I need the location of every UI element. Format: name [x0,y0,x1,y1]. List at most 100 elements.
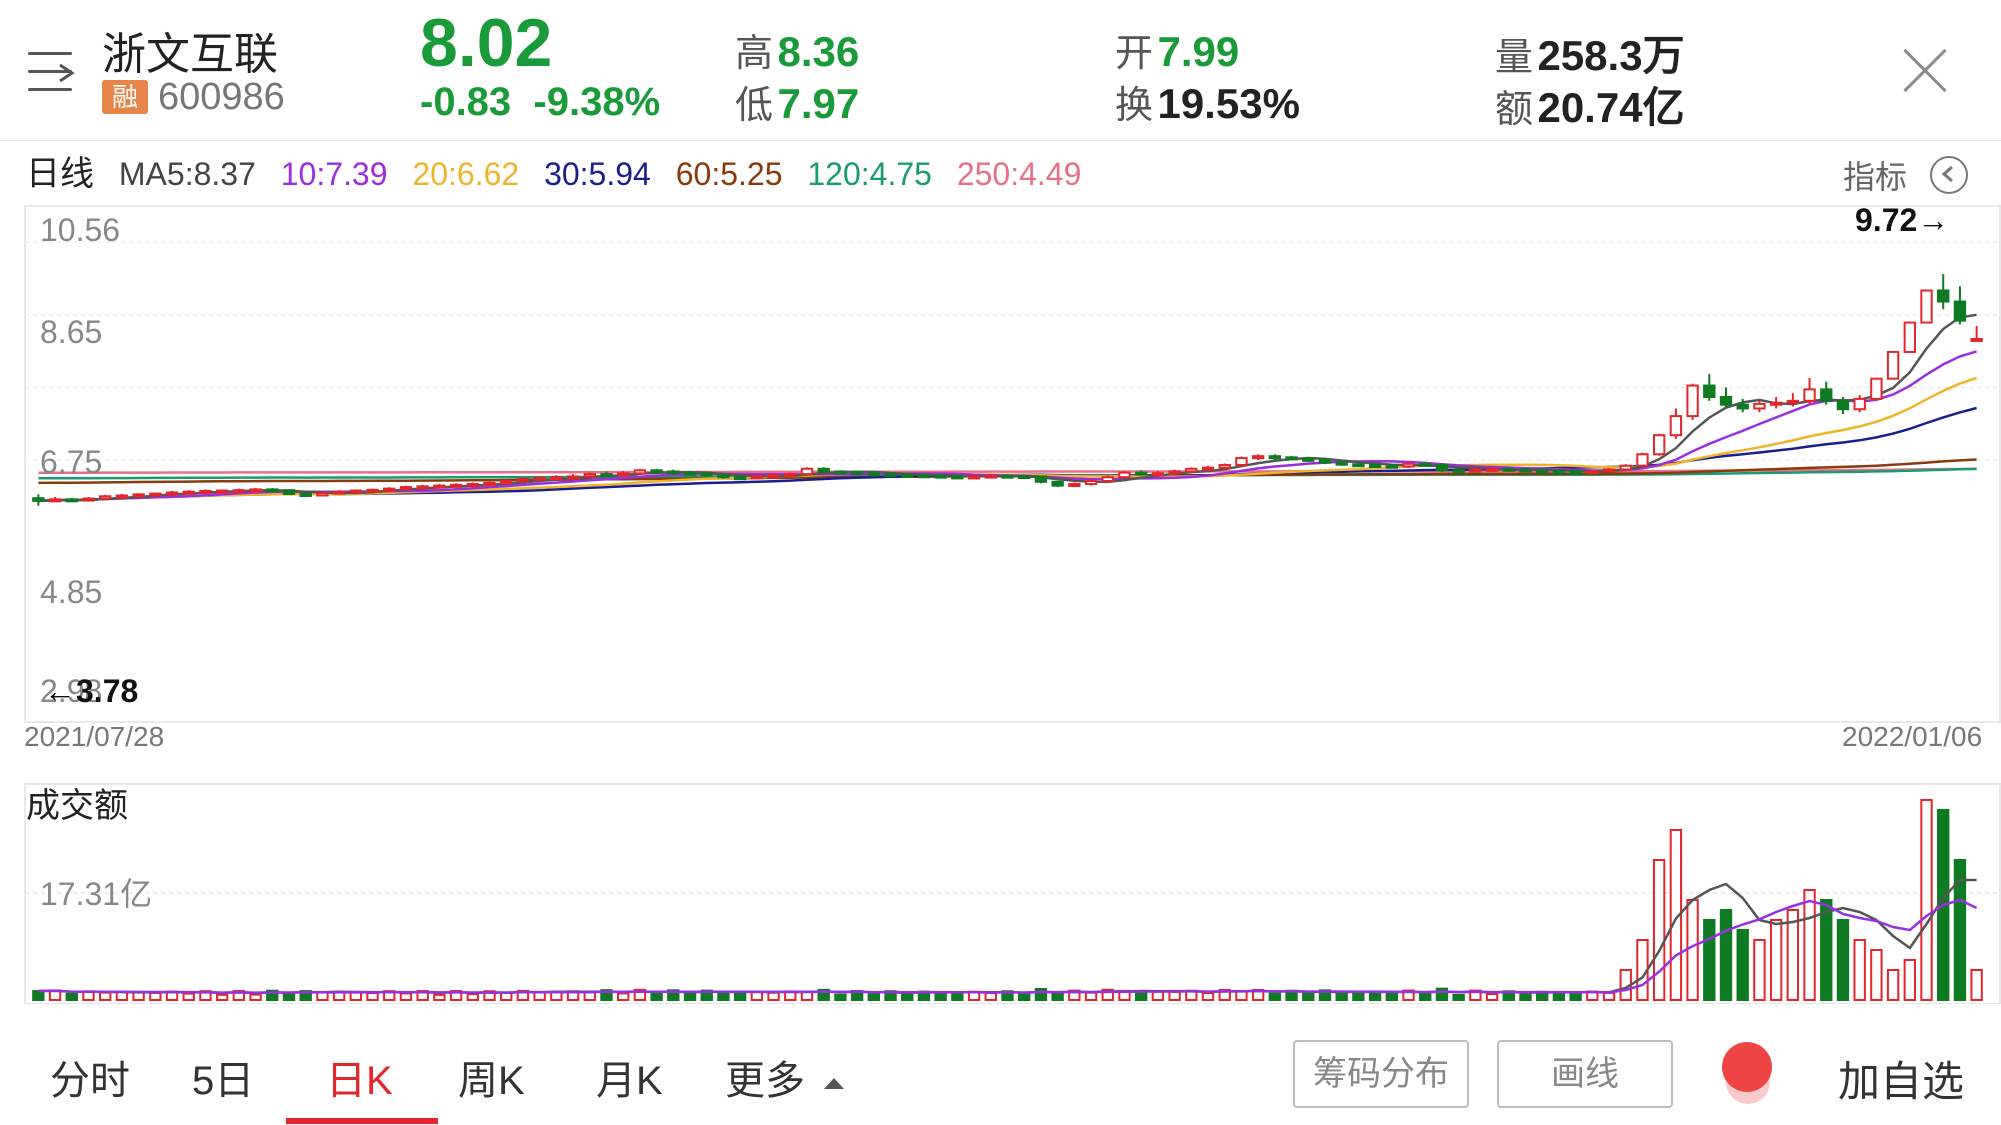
ma5-value: MA5:8.37 [118,156,256,192]
start-date: 2021/07/28 [24,721,164,752]
volume-bar [1218,988,1231,1002]
volume-bar [1485,993,1499,1001]
chip-distribution-button[interactable]: 筹码分布 [1293,1040,1469,1108]
candle-body [984,474,997,479]
tab-day-k[interactable]: 日K [326,1059,393,1103]
volume-bar [1419,992,1432,1002]
y-tick-4: 4.85 [40,574,102,610]
volume-bar [1652,859,1666,1001]
volume-bar [1769,919,1783,1001]
volume-bar [1786,909,1800,1001]
volume-bar [767,991,780,1002]
candle-body [1285,456,1298,461]
volume-bar [65,992,78,1001]
volume-bar [1352,991,1365,1001]
close-icon[interactable] [1902,48,1948,94]
ma60-value: 60:5.25 [675,156,783,192]
tab-five-day[interactable]: 5日 [192,1059,255,1103]
change-percent: -9.38% [533,80,661,124]
volume-bar [1018,993,1031,1001]
candle-body [600,473,613,478]
open-value: 7.99 [1157,28,1240,75]
candle-body [1953,300,1967,322]
volume-bar [733,990,747,1001]
active-tab-indicator [286,1118,438,1124]
chevron-left-icon[interactable] [1930,156,1968,194]
candle-body [1051,480,1064,487]
volume-bar [1886,969,1900,1001]
tab-more[interactable]: 更多 [725,1048,845,1106]
low-stat: 低 7.97 [735,74,859,129]
candle-body [1268,455,1282,460]
candle-body [1602,468,1616,473]
ma250-value: 250:4.49 [956,156,1082,192]
candle-body [1318,458,1332,464]
end-date: 2022/01/06 [1842,721,1982,752]
candle-body [82,497,95,502]
ma120-value: 120:4.75 [807,156,932,192]
volume-ma-lines [38,878,1978,995]
volume-bar [1703,919,1716,1001]
candle-body [266,488,279,493]
candle-body [1118,471,1131,479]
tab-month-k[interactable]: 月K [596,1059,663,1103]
candle-body [99,495,112,500]
candle-body [667,470,680,475]
ma20-value: 20:6.62 [412,156,520,192]
menu-icon[interactable] [28,50,78,94]
volume-bar [1051,992,1064,1002]
candle-body [1786,399,1800,404]
candlestick-chart[interactable]: 10.56 8.65 6.75 4.85 2.98 9.72→ ←3.78 20… [0,200,2001,760]
volume-bar [149,991,162,1001]
candle-body [466,483,479,488]
candle-body [1034,475,1048,483]
ma30-value: 30:5.94 [544,156,651,192]
candle-body [1753,402,1766,410]
volume-bar [1970,969,1983,1001]
open-label: 开 [1115,33,1154,75]
turnover-value: 19.53% [1157,80,1300,127]
high-label: 高 [735,33,774,75]
y-tick-5: 2.98 [40,673,102,709]
candle-body [1502,467,1515,472]
candle-body [1335,461,1348,466]
volume-label: 量 [1495,37,1534,79]
candle-body [1134,471,1148,476]
volume-bar [399,992,413,1001]
tab-fenshi[interactable]: 分时 [50,1059,130,1103]
tab-week-k[interactable]: 周K [458,1059,525,1103]
volume-bar [1903,959,1916,1001]
candle-body [1519,468,1532,473]
candle-body [1385,464,1398,469]
candle-body [1769,401,1783,406]
volume-bar [984,992,997,1001]
record-icon[interactable] [1722,1042,1772,1092]
candle-body [834,470,847,475]
volume-stat: 量 258.3万 [1495,22,1685,83]
volume-bar [600,989,613,1001]
volume-bar [466,993,479,1001]
candle-body [1686,384,1699,418]
candle-body [1937,289,1950,303]
indicator-button[interactable]: 指标 [1843,159,1908,195]
candle-body [1235,457,1248,466]
volume-bar [1519,992,1532,1002]
candle-body [1251,455,1265,460]
tab-more-label: 更多 [725,1059,805,1103]
candle-body [299,492,312,497]
add-watchlist-button[interactable]: 加自选 [1838,1058,1965,1105]
turnover-chart[interactable]: 成交额 17.31亿 [0,780,2001,1004]
y-tick-3: 6.75 [40,444,102,480]
candle-body [917,474,931,479]
candle-body [449,483,463,488]
candle-body [867,472,881,477]
ma10-value: 10:7.39 [280,156,388,192]
candle-body [1669,415,1683,437]
candle-body [901,473,914,478]
draw-line-button[interactable]: 画线 [1497,1040,1673,1108]
candle-body [1820,388,1833,402]
amount-value: 20.74亿 [1537,84,1685,131]
candle-body [1402,462,1415,468]
candle-body [1586,470,1599,475]
volume-ma-line [38,898,1978,994]
